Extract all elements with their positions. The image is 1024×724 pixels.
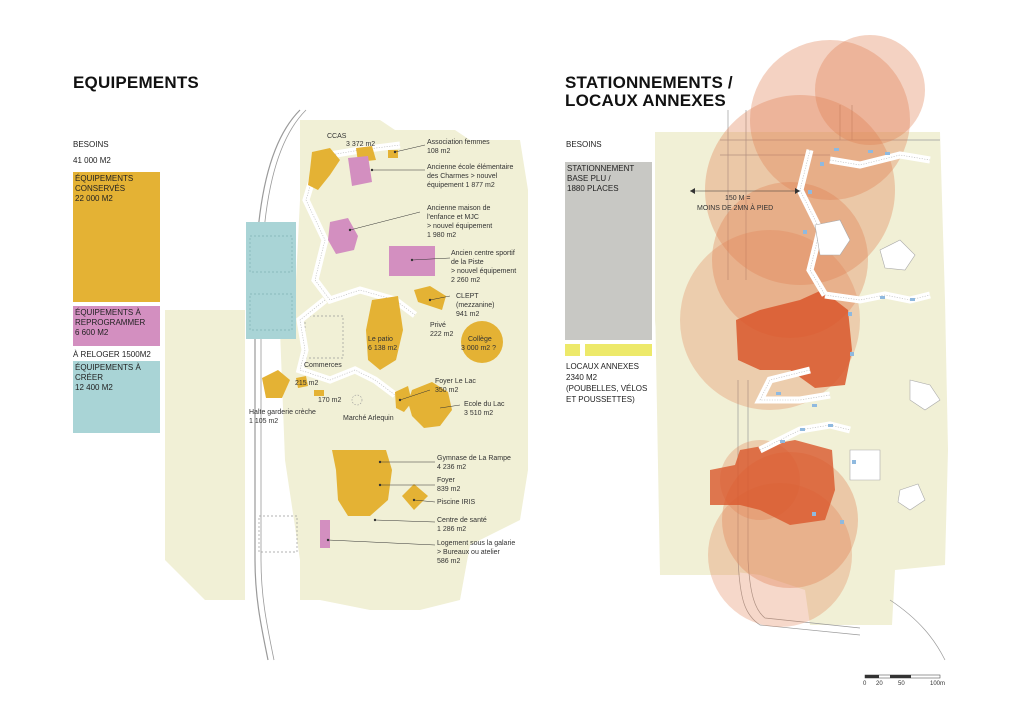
a-reloger-label: À RELOGER 1500M2 <box>73 350 151 359</box>
label-charmes-l2: des Charmes > nouvel <box>427 173 498 180</box>
block-conserves-l3: 22 000 M2 <box>75 194 113 203</box>
label-charmes-l1: Ancienne école élémentaire <box>427 164 514 171</box>
stationnements-title-l2: LOCAUX ANNEXES <box>565 91 726 110</box>
block-equipements-conserves: ÉQUIPEMENTS CONSERVÉS 22 000 M2 <box>73 172 160 302</box>
stationnements-title-l1: STATIONNEMENTS / <box>565 73 733 92</box>
distance-label-l2: MOINS DE 2MN À PIED <box>697 205 774 212</box>
block-equipements-creer: ÉQUIPEMENTS À CRÉER 12 400 M2 <box>73 361 160 433</box>
label-commerces-area1: 215 m2 <box>295 380 319 387</box>
scale-50: 50 <box>898 681 905 687</box>
label-charmes-l3: équipement 1 877 m2 <box>427 182 495 189</box>
annexes-l1: LOCAUX ANNEXES <box>566 362 639 371</box>
label-iris: Piscine IRIS <box>437 499 476 506</box>
block-creer-l3: 12 400 M2 <box>75 383 113 392</box>
label-ccas-area: 3 372 m2 <box>346 141 376 148</box>
label-arlequin: Marché Arlequin <box>343 415 394 422</box>
label-rampe-l2: 4 236 m2 <box>437 464 467 471</box>
label-sante-l1: Centre de santé <box>437 517 487 524</box>
label-enfance-l4: 1 980 m2 <box>427 232 457 239</box>
block-stationnement-l1: STATIONNEMENT <box>567 164 635 173</box>
label-piste-l4: 2 260 m2 <box>451 277 481 284</box>
label-enfance-l2: l'enfance et MJC <box>427 214 479 221</box>
annexes-l2: 2340 M2 <box>566 373 598 382</box>
label-patio-l1: Le patio <box>368 336 393 343</box>
block-conserves-l2: CONSERVÉS <box>75 184 126 193</box>
parking-footprint-south <box>710 440 835 525</box>
label-patio-l2: 6 138 m2 <box>368 345 398 352</box>
label-commerces-area2: 170 m2 <box>318 397 342 404</box>
label-college-l2: 3 000 m2 ? <box>461 345 497 352</box>
block-reprogrammer-l3: 6 600 M2 <box>75 328 109 337</box>
label-clept-l2: (mezzanine) <box>456 302 495 309</box>
besoins-label-left: BESOINS <box>73 140 109 149</box>
block-stationnement-l2: BASE PLU / <box>567 174 611 183</box>
label-halte-l1: Halte garderie crèche <box>249 409 316 416</box>
annexes-l3: (POUBELLES, VÉLOS <box>566 384 648 393</box>
label-foyer-l2: 839 m2 <box>437 486 461 493</box>
label-clept-l3: 941 m2 <box>456 311 480 318</box>
label-commerces-name: Commerces <box>304 362 342 369</box>
label-piste-l3: > nouvel équipement <box>451 268 517 275</box>
scale-bar <box>864 674 941 679</box>
scale-100m: 100m <box>930 681 946 687</box>
label-enfance-l3: > nouvel équipement <box>427 223 493 230</box>
label-rampe-l1: Gymnase de La Rampe <box>437 455 511 462</box>
label-enfance-l1: Ancienne maison de <box>427 205 491 212</box>
locaux-annexes-markers <box>776 148 915 524</box>
left-sport-field <box>246 222 296 339</box>
left-ground-west <box>165 310 245 600</box>
label-prive-l1: Privé <box>430 322 446 329</box>
block-stationnement-l3: 1880 PLACES <box>567 184 619 193</box>
besoins-label-right: BESOINS <box>566 140 602 149</box>
label-logement-l2: > Bureaux ou atelier <box>437 549 500 556</box>
label-assoc-name: Association femmes <box>427 139 490 146</box>
label-piste-l2: de la Piste <box>451 259 484 266</box>
block-reprogrammer-l2: REPROGRAMMER <box>75 318 146 327</box>
label-sante-l2: 1 286 m2 <box>437 526 467 533</box>
equipements-title: EQUIPEMENTS <box>73 73 199 92</box>
block-conserves-l1: ÉQUIPEMENTS <box>75 174 134 183</box>
label-clept-l1: CLEPT <box>456 293 479 300</box>
label-ccas-name: CCAS <box>327 133 347 140</box>
block-creer-l1: ÉQUIPEMENTS À <box>75 363 141 372</box>
block-annexes-small <box>565 344 580 356</box>
block-creer-l2: CRÉER <box>75 373 104 382</box>
label-ecolelac-l1: Ecole du Lac <box>464 401 505 408</box>
right-building-outlines <box>814 219 941 511</box>
annexes-l4: ET POUSSETTES) <box>566 395 635 404</box>
label-college-l1: Collège <box>468 336 492 343</box>
parking-footprint-north <box>736 290 852 388</box>
scale-20: 20 <box>876 681 883 687</box>
label-halte-l2: 1 105 m2 <box>249 418 279 425</box>
block-stationnement: STATIONNEMENT BASE PLU / 1880 PLACES <box>565 162 652 340</box>
scale-0: 0 <box>863 681 867 687</box>
label-logement-l3: 586 m2 <box>437 558 461 565</box>
besoins-value-left: 41 000 M2 <box>73 156 111 165</box>
block-reprogrammer-l1: ÉQUIPEMENTS À <box>75 308 141 317</box>
college-circle <box>461 321 503 363</box>
label-foyerlac-l1: Foyer Le Lac <box>435 378 476 385</box>
block-equipements-reprogrammer: ÉQUIPEMENTS À REPROGRAMMER 6 600 M2 <box>73 306 160 346</box>
distance-label-l1: 150 M = <box>725 195 751 202</box>
label-prive-l2: 222 m2 <box>430 331 454 338</box>
label-piste-l1: Ancien centre sportif <box>451 250 515 257</box>
label-foyer-l1: Foyer <box>437 477 455 484</box>
block-annexes-large <box>585 344 652 356</box>
label-foyerlac-l2: 350 m2 <box>435 387 459 394</box>
label-logement-l1: Logement sous la galarie <box>437 540 516 547</box>
label-assoc-area: 108 m2 <box>427 148 451 155</box>
label-ecolelac-l2: 3 510 m2 <box>464 410 494 417</box>
